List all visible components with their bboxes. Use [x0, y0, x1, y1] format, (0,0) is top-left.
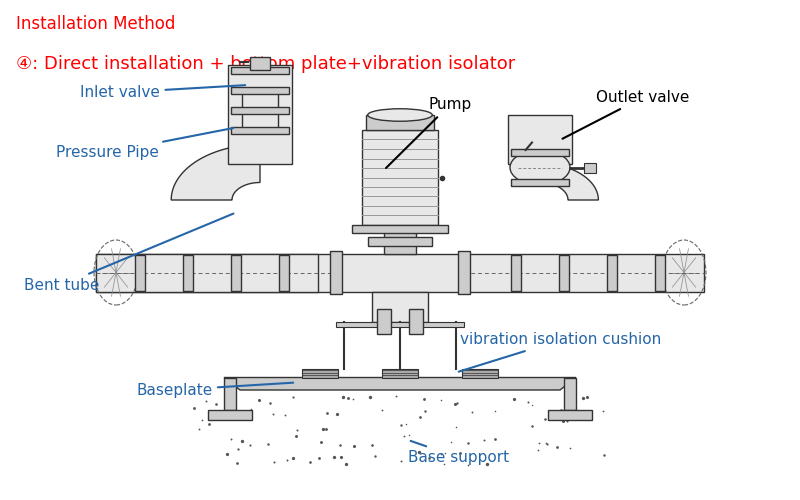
- Bar: [564, 378, 576, 410]
- Text: ④: Direct installation + bottom plate+vibration isolator: ④: Direct installation + bottom plate+vi…: [16, 55, 515, 73]
- Text: Bent tube: Bent tube: [24, 214, 234, 292]
- Bar: [384, 225, 416, 254]
- Text: Inlet valve: Inlet valve: [80, 85, 246, 100]
- Bar: [302, 368, 338, 378]
- Text: Baseplate: Baseplate: [136, 382, 294, 398]
- Bar: [607, 254, 618, 290]
- Bar: [278, 254, 290, 290]
- Bar: [382, 368, 418, 378]
- Bar: [96, 254, 318, 292]
- Text: Outlet valve: Outlet valve: [562, 90, 690, 138]
- Bar: [231, 126, 289, 134]
- Bar: [584, 162, 596, 172]
- Bar: [462, 368, 498, 378]
- Bar: [511, 149, 569, 156]
- Bar: [372, 292, 428, 322]
- Polygon shape: [171, 144, 260, 200]
- Bar: [377, 309, 391, 334]
- Bar: [230, 254, 242, 290]
- Bar: [231, 86, 289, 94]
- Bar: [208, 410, 252, 420]
- Bar: [336, 254, 464, 292]
- Text: Installation Method: Installation Method: [16, 15, 175, 33]
- Polygon shape: [224, 378, 576, 390]
- Bar: [242, 90, 278, 128]
- Bar: [548, 410, 592, 420]
- Text: Pressure Pipe: Pressure Pipe: [56, 128, 234, 160]
- Bar: [231, 66, 289, 73]
- Bar: [654, 254, 665, 290]
- Bar: [464, 254, 704, 292]
- Bar: [336, 322, 464, 326]
- Bar: [458, 251, 470, 294]
- Bar: [558, 254, 569, 290]
- Bar: [366, 115, 434, 130]
- Bar: [368, 236, 432, 246]
- Bar: [511, 254, 522, 290]
- Bar: [352, 225, 448, 232]
- Bar: [224, 378, 236, 410]
- Bar: [511, 179, 569, 186]
- Bar: [228, 65, 292, 164]
- Bar: [231, 106, 289, 114]
- Bar: [134, 254, 146, 290]
- Text: Pump: Pump: [386, 98, 471, 168]
- Text: vibration isolation cushion: vibration isolation cushion: [458, 332, 662, 372]
- Bar: [409, 309, 423, 334]
- Ellipse shape: [368, 109, 432, 121]
- Text: Base support: Base support: [408, 441, 509, 465]
- Bar: [330, 251, 342, 294]
- Bar: [96, 254, 336, 292]
- Polygon shape: [540, 164, 598, 200]
- Bar: [250, 58, 270, 70]
- Bar: [362, 130, 438, 225]
- Ellipse shape: [510, 150, 570, 185]
- Bar: [182, 254, 194, 290]
- Bar: [508, 115, 572, 164]
